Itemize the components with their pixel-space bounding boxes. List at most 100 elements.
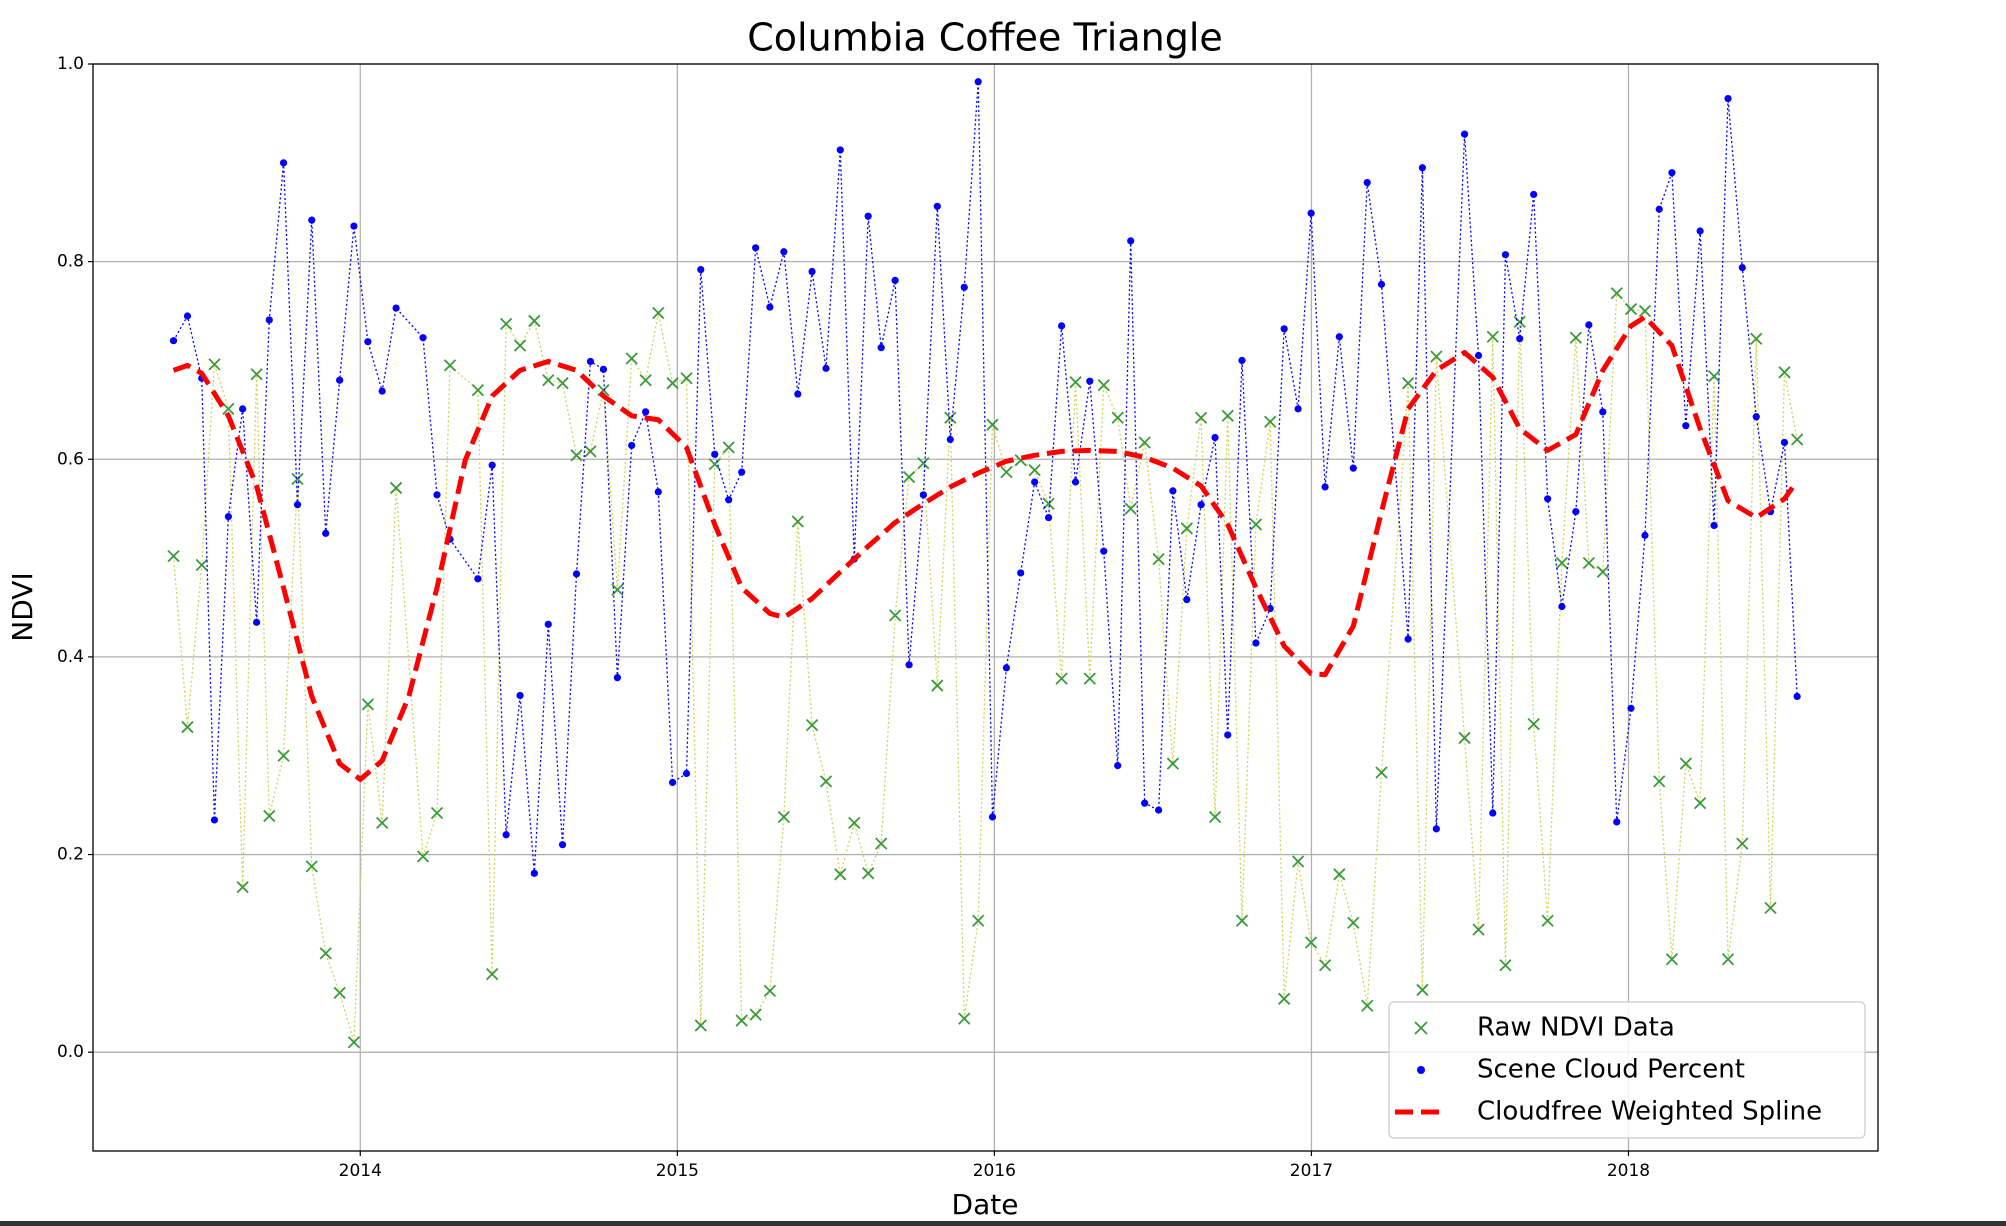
y-tick-label: 0.4: [57, 647, 84, 667]
data-point: [1791, 433, 1804, 446]
data-point: [502, 831, 510, 839]
data-point: [1627, 704, 1635, 712]
data-point: [416, 850, 430, 863]
data-point: [1738, 263, 1746, 272]
data-point: [1404, 635, 1412, 643]
data-point: [1138, 436, 1151, 449]
data-point: [1474, 351, 1483, 360]
data-point: [1235, 914, 1249, 927]
data-point: [1294, 405, 1302, 413]
data-point: [944, 411, 957, 424]
data-point: [749, 1008, 762, 1021]
data-point: [864, 212, 872, 220]
data-point: [1750, 332, 1763, 345]
data-point: [946, 435, 954, 444]
y-tick-label: 0.0: [57, 1042, 84, 1062]
data-point: [252, 618, 261, 626]
data-point: [1460, 130, 1469, 138]
data-point: [1238, 356, 1246, 365]
data-point: [1252, 639, 1260, 647]
data-point: [1002, 664, 1011, 672]
data-point: [419, 334, 427, 342]
data-point: [1071, 478, 1080, 486]
data-point: [1610, 287, 1623, 300]
data-point: [1641, 531, 1649, 539]
data-point: [1208, 810, 1222, 824]
data-point: [889, 609, 902, 622]
data-point: [1486, 330, 1499, 343]
y-tick-label: 0.6: [57, 449, 84, 469]
data-point: [1321, 483, 1329, 491]
data-point: [735, 1014, 748, 1027]
data-point: [1585, 321, 1593, 329]
data-point: [848, 816, 861, 830]
data-point: [333, 986, 346, 1000]
data-point: [1472, 923, 1485, 936]
data-point: [1432, 825, 1440, 833]
data-point: [1682, 422, 1690, 430]
x-axis-label: Date: [952, 1188, 1019, 1221]
data-point: [558, 841, 567, 849]
data-point: [628, 441, 636, 450]
data-point: [1349, 464, 1357, 472]
data-point: [1780, 438, 1789, 447]
data-point: [319, 947, 332, 960]
data-point: [169, 337, 178, 345]
data-point: [791, 515, 804, 528]
data-point: [1516, 335, 1524, 343]
data-point: [222, 402, 235, 416]
data-point: [530, 869, 538, 877]
x-tick-label: 2016: [973, 1161, 1016, 1181]
data-point: [1721, 953, 1735, 966]
data-point: [905, 661, 913, 669]
data-point: [986, 418, 999, 431]
data-point: [471, 383, 485, 397]
x-tick-label: 2014: [339, 1161, 382, 1181]
data-point: [208, 358, 221, 371]
data-point: [572, 570, 581, 578]
data-point: [808, 267, 816, 276]
data-point: [350, 222, 358, 230]
data-point: [919, 491, 927, 499]
data-point: [780, 248, 788, 256]
data-point: [305, 860, 318, 873]
data-point: [1169, 487, 1177, 495]
data-point: [1572, 508, 1580, 516]
data-point: [777, 810, 790, 824]
data-point: [1665, 953, 1679, 966]
data-point: [1197, 501, 1205, 509]
data-point: [265, 316, 273, 324]
data-point: [544, 620, 552, 628]
data-point: [1401, 377, 1415, 390]
data-point: [291, 472, 304, 486]
data-point: [1278, 992, 1291, 1005]
legend-marker: [1414, 1021, 1428, 1035]
data-point: [1100, 547, 1108, 555]
data-point: [1097, 379, 1110, 392]
data-point: [1057, 322, 1066, 330]
data-point: [725, 496, 733, 504]
data-point: [1083, 672, 1096, 685]
data-point: [1599, 408, 1607, 416]
axes: 0.0 0.2 0.4 0.6 0.8 1.0 2014 2015 2016 2017 2018: [57, 54, 1650, 1181]
data-point: [1541, 914, 1554, 927]
data-point: [250, 368, 263, 381]
data-point: [613, 674, 622, 682]
chart-title: Columbia Coffee Triangle: [747, 16, 1223, 60]
data-point: [1596, 565, 1609, 579]
data-point: [1166, 757, 1180, 770]
data-point: [378, 387, 386, 395]
data-point: [1307, 209, 1315, 217]
data-point: [1249, 518, 1263, 531]
data-point: [1017, 569, 1025, 577]
data-point: [308, 216, 316, 224]
data-point: [711, 450, 719, 458]
data-point: [1555, 556, 1569, 570]
data-point: [443, 359, 457, 372]
data-point: [499, 317, 513, 331]
data-point: [1499, 959, 1512, 972]
data-point: [336, 376, 344, 384]
data-point: [1155, 806, 1163, 814]
data-point: [1624, 302, 1638, 316]
